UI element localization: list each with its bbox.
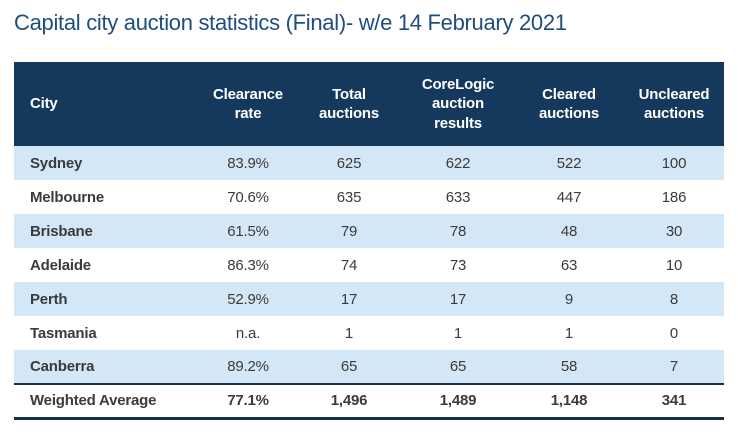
uncleared-auctions-cell: 100 (624, 146, 724, 180)
report-page: Capital city auction statistics (Final)-… (14, 10, 724, 420)
corelogic-results-cell: 1 (402, 316, 514, 350)
cleared-auctions-cell: 63 (514, 248, 624, 282)
header-row: City Clearance rate Total auctions CoreL… (14, 62, 724, 146)
city-cell: Adelaide (14, 248, 200, 282)
weighted-average-label: Weighted Average (14, 383, 200, 420)
city-cell: Tasmania (14, 316, 200, 350)
uncleared-auctions-cell: 7 (624, 350, 724, 384)
city-cell: Canberra (14, 350, 200, 384)
cleared-auctions-cell: 58 (514, 350, 624, 384)
total-auctions-cell: 635 (296, 180, 402, 214)
uncleared-auctions-cell: 0 (624, 316, 724, 350)
total-auctions-cell: 74 (296, 248, 402, 282)
table-row-brisbane: Brisbane 61.5% 79 78 48 30 (14, 214, 724, 248)
total-auctions-cell: 65 (296, 350, 402, 384)
clearance-rate-cell: 70.6% (200, 180, 296, 214)
uncleared-auctions-cell: 30 (624, 214, 724, 248)
cleared-auctions-cell: 9 (514, 282, 624, 316)
clearance-rate-cell: 61.5% (200, 214, 296, 248)
cleared-auctions-cell: 48 (514, 214, 624, 248)
col-header-cleared-auctions: Cleared auctions (514, 62, 624, 146)
total-auctions-cell: 1 (296, 316, 402, 350)
weighted-average-row: Weighted Average 77.1% 1,496 1,489 1,148… (14, 383, 724, 420)
corelogic-results-cell: 65 (402, 350, 514, 384)
cleared-auctions-cell: 1 (514, 316, 624, 350)
table-row-sydney: Sydney 83.9% 625 622 522 100 (14, 146, 724, 180)
corelogic-results-cell: 633 (402, 180, 514, 214)
corelogic-results-total-cell: 1,489 (402, 383, 514, 420)
corelogic-results-cell: 73 (402, 248, 514, 282)
uncleared-auctions-cell: 186 (624, 180, 724, 214)
page-title: Capital city auction statistics (Final)-… (14, 10, 567, 35)
clearance-rate-cell: n.a. (200, 316, 296, 350)
uncleared-auctions-cell: 10 (624, 248, 724, 282)
cleared-auctions-total-cell: 1,148 (514, 383, 624, 420)
cleared-auctions-cell: 447 (514, 180, 624, 214)
auction-stats-table: City Clearance rate Total auctions CoreL… (14, 62, 724, 420)
total-auctions-cell: 17 (296, 282, 402, 316)
table-row-perth: Perth 52.9% 17 17 9 8 (14, 282, 724, 316)
city-cell: Perth (14, 282, 200, 316)
clearance-rate-cell: 86.3% (200, 248, 296, 282)
city-cell: Brisbane (14, 214, 200, 248)
col-header-corelogic-results: CoreLogic auction results (402, 62, 514, 146)
col-header-city: City (14, 62, 200, 146)
corelogic-results-cell: 622 (402, 146, 514, 180)
corelogic-results-cell: 78 (402, 214, 514, 248)
clearance-rate-cell: 83.9% (200, 146, 296, 180)
uncleared-auctions-total-cell: 341 (624, 383, 724, 420)
table-row-tasmania: Tasmania n.a. 1 1 1 0 (14, 316, 724, 350)
table-row-adelaide: Adelaide 86.3% 74 73 63 10 (14, 248, 724, 282)
corelogic-results-cell: 17 (402, 282, 514, 316)
clearance-rate-cell: 89.2% (200, 350, 296, 384)
cleared-auctions-cell: 522 (514, 146, 624, 180)
city-cell: Sydney (14, 146, 200, 180)
total-auctions-cell: 625 (296, 146, 402, 180)
total-auctions-cell: 79 (296, 214, 402, 248)
city-cell: Melbourne (14, 180, 200, 214)
col-header-uncleared-auctions: Uncleared auctions (624, 62, 724, 146)
uncleared-auctions-cell: 8 (624, 282, 724, 316)
col-header-clearance-rate: Clearance rate (200, 62, 296, 146)
clearance-rate-total-cell: 77.1% (200, 383, 296, 420)
total-auctions-total-cell: 1,496 (296, 383, 402, 420)
clearance-rate-cell: 52.9% (200, 282, 296, 316)
col-header-total-auctions: Total auctions (296, 62, 402, 146)
table-row-melbourne: Melbourne 70.6% 635 633 447 186 (14, 180, 724, 214)
table-row-canberra: Canberra 89.2% 65 65 58 7 (14, 350, 724, 384)
